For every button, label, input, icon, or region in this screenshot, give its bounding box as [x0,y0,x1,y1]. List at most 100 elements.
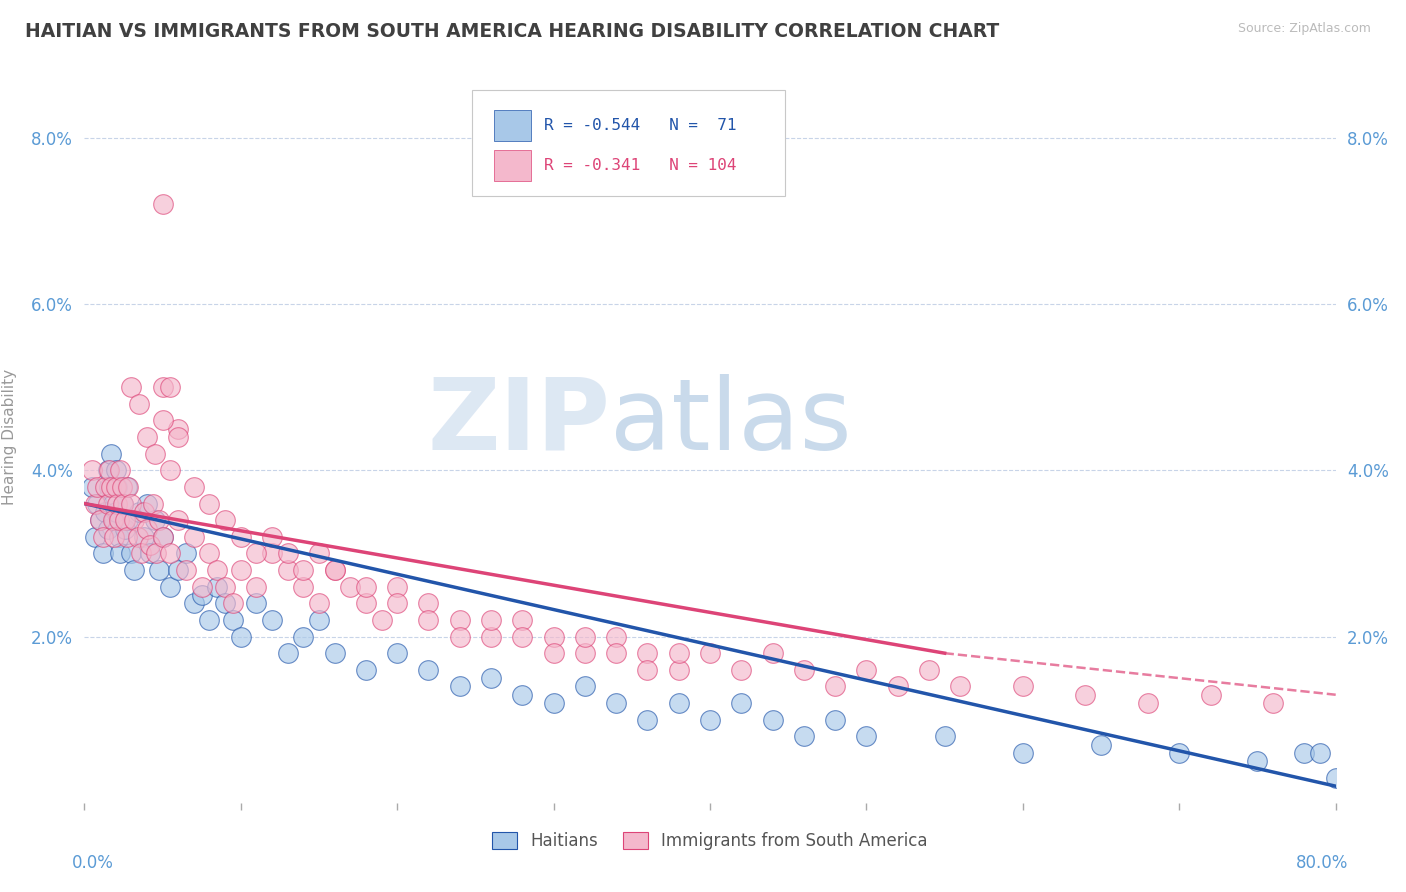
Text: 0.0%: 0.0% [72,854,114,872]
Point [114,513,136,527]
Legend: Haitians, Immigrants from South America: Haitians, Immigrants from South America [485,825,935,856]
Point [1090,738,1112,752]
Text: Source: ZipAtlas.com: Source: ZipAtlas.com [1237,22,1371,36]
Point [120,380,142,394]
Point [1074,688,1097,702]
Point [103,513,125,527]
Point [124,563,146,577]
Point [512,688,534,702]
Point [132,505,155,519]
Point [1136,696,1159,710]
Point [97,463,120,477]
Point [668,646,690,660]
Point [385,580,409,594]
Point [512,630,534,644]
Point [668,663,690,677]
Point [93,505,115,519]
Point [104,463,127,477]
Point [354,663,377,677]
Point [934,729,956,743]
Point [949,680,972,694]
Point [1246,754,1268,768]
Point [543,646,565,660]
Point [354,580,377,594]
Point [115,530,138,544]
Point [762,646,785,660]
Point [152,380,174,394]
Point [104,480,127,494]
Point [111,480,134,494]
Point [100,447,122,461]
Point [918,663,941,677]
Point [308,613,330,627]
Point [370,613,392,627]
Point [198,497,221,511]
Point [167,563,190,577]
Point [574,630,596,644]
Point [699,646,721,660]
Point [104,505,127,519]
Point [124,513,146,527]
Point [167,430,190,444]
Point [105,480,128,494]
Point [142,497,165,511]
Point [183,596,205,610]
Point [292,563,315,577]
Point [84,497,107,511]
Point [262,530,284,544]
Point [887,680,910,694]
Point [1199,688,1222,702]
Point [107,513,129,527]
Point [91,546,114,560]
Point [152,197,174,211]
Point [89,513,111,527]
Point [1012,746,1035,760]
Point [229,530,252,544]
Text: R = -0.544   N =  71: R = -0.544 N = 71 [544,118,737,133]
Point [730,696,752,710]
Point [207,563,229,577]
Point [1309,746,1331,760]
Point [512,613,534,627]
Point [152,413,174,427]
Point [84,530,107,544]
Point [82,463,104,477]
Point [214,513,236,527]
Point [139,538,162,552]
Point [136,430,159,444]
Point [214,596,236,610]
Point [543,630,565,644]
Point [762,713,785,727]
Point [183,530,205,544]
Point [668,696,690,710]
Point [148,563,170,577]
Point [479,613,502,627]
Point [152,530,174,544]
Point [101,513,124,527]
Point [120,497,142,511]
Point [605,630,627,644]
Point [824,680,846,694]
Point [277,546,299,560]
Point [190,580,212,594]
Point [292,630,315,644]
Point [605,696,627,710]
Point [277,563,299,577]
Point [449,680,471,694]
Point [93,480,115,494]
Point [136,521,159,535]
Point [855,729,877,743]
Point [82,480,104,494]
Point [167,513,190,527]
Point [89,513,111,527]
Point [198,546,221,560]
Point [148,513,170,527]
Point [574,646,596,660]
Point [103,530,125,544]
Point [245,546,267,560]
Point [245,580,267,594]
Point [543,696,565,710]
Point [262,546,284,560]
Point [605,646,627,660]
Point [222,613,245,627]
